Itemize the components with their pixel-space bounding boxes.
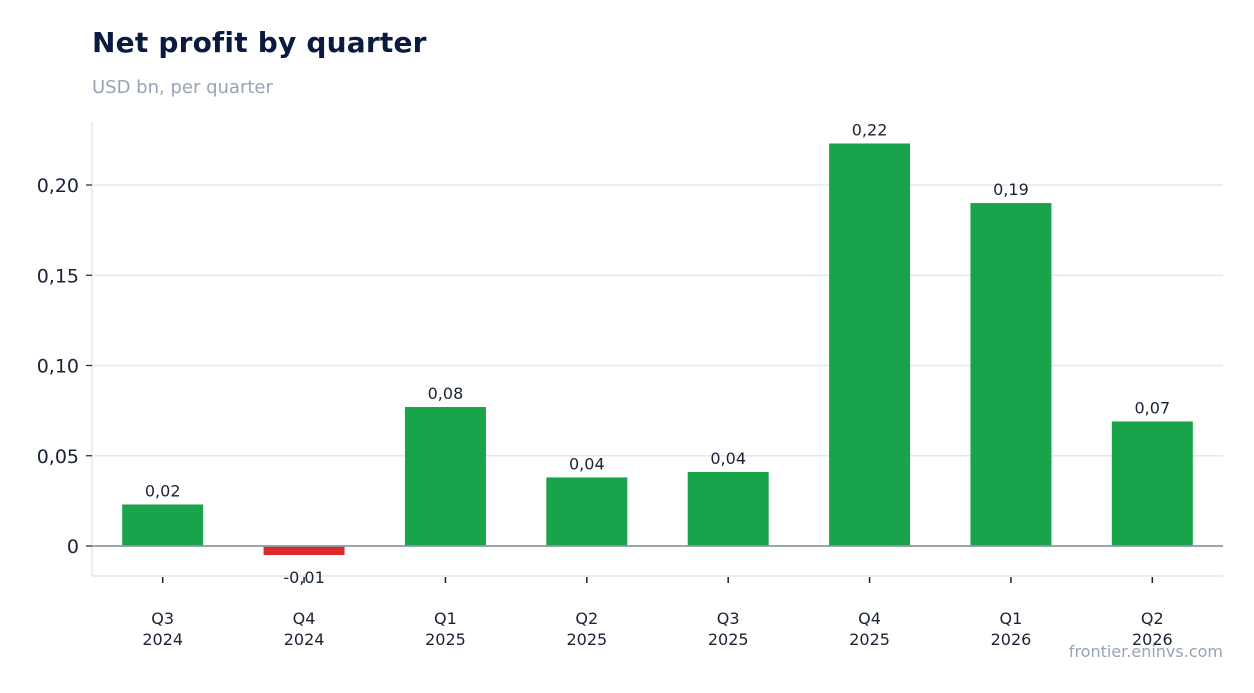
x-tick-label-quarter: Q2: [1141, 609, 1164, 628]
y-tick-label: 0,05: [37, 446, 79, 468]
data-label: 0,02: [145, 481, 181, 500]
bar: [1111, 421, 1193, 546]
data-label: 0,07: [1135, 398, 1171, 417]
x-tick-label-year: 2024: [284, 630, 325, 649]
y-tick-label: 0,10: [37, 356, 79, 378]
bar: [829, 143, 911, 547]
chart-subtitle: USD bn, per quarter: [92, 77, 273, 98]
x-tick-label-year: 2024: [142, 630, 183, 649]
bar: [546, 477, 628, 546]
x-tick-label-year: 2025: [708, 630, 749, 649]
x-tick-label-year: 2026: [991, 630, 1032, 649]
source-credit: frontier.eninvs.com: [1068, 642, 1223, 661]
bar: [404, 407, 486, 546]
x-tick-label-year: 2026: [1132, 630, 1173, 649]
data-label: 0,04: [569, 454, 605, 473]
y-tick-label: 0,15: [37, 265, 79, 287]
x-tick-label-quarter: Q2: [575, 609, 598, 628]
bar: [122, 504, 204, 546]
bar: [687, 471, 769, 546]
data-label: 0,04: [710, 449, 746, 468]
x-tick-label-quarter: Q3: [717, 609, 740, 628]
x-tick-label-quarter: Q3: [151, 609, 174, 628]
y-tick-label: 0: [67, 536, 79, 558]
bar: [970, 203, 1052, 547]
bar: [263, 546, 345, 556]
data-label: 0,22: [852, 120, 888, 139]
data-label: 0,08: [428, 384, 464, 403]
x-tick-label-quarter: Q1: [1000, 609, 1023, 628]
x-tick-label-quarter: Q4: [293, 609, 316, 628]
x-tick-label-year: 2025: [566, 630, 607, 649]
data-label: 0,19: [993, 180, 1029, 199]
x-tick-label-quarter: Q4: [858, 609, 881, 628]
x-tick-label-quarter: Q1: [434, 609, 457, 628]
y-tick-label: 0,20: [37, 175, 79, 197]
x-tick-label-year: 2025: [849, 630, 890, 649]
chart-title: Net profit by quarter: [92, 26, 427, 59]
x-tick-label-year: 2025: [425, 630, 466, 649]
